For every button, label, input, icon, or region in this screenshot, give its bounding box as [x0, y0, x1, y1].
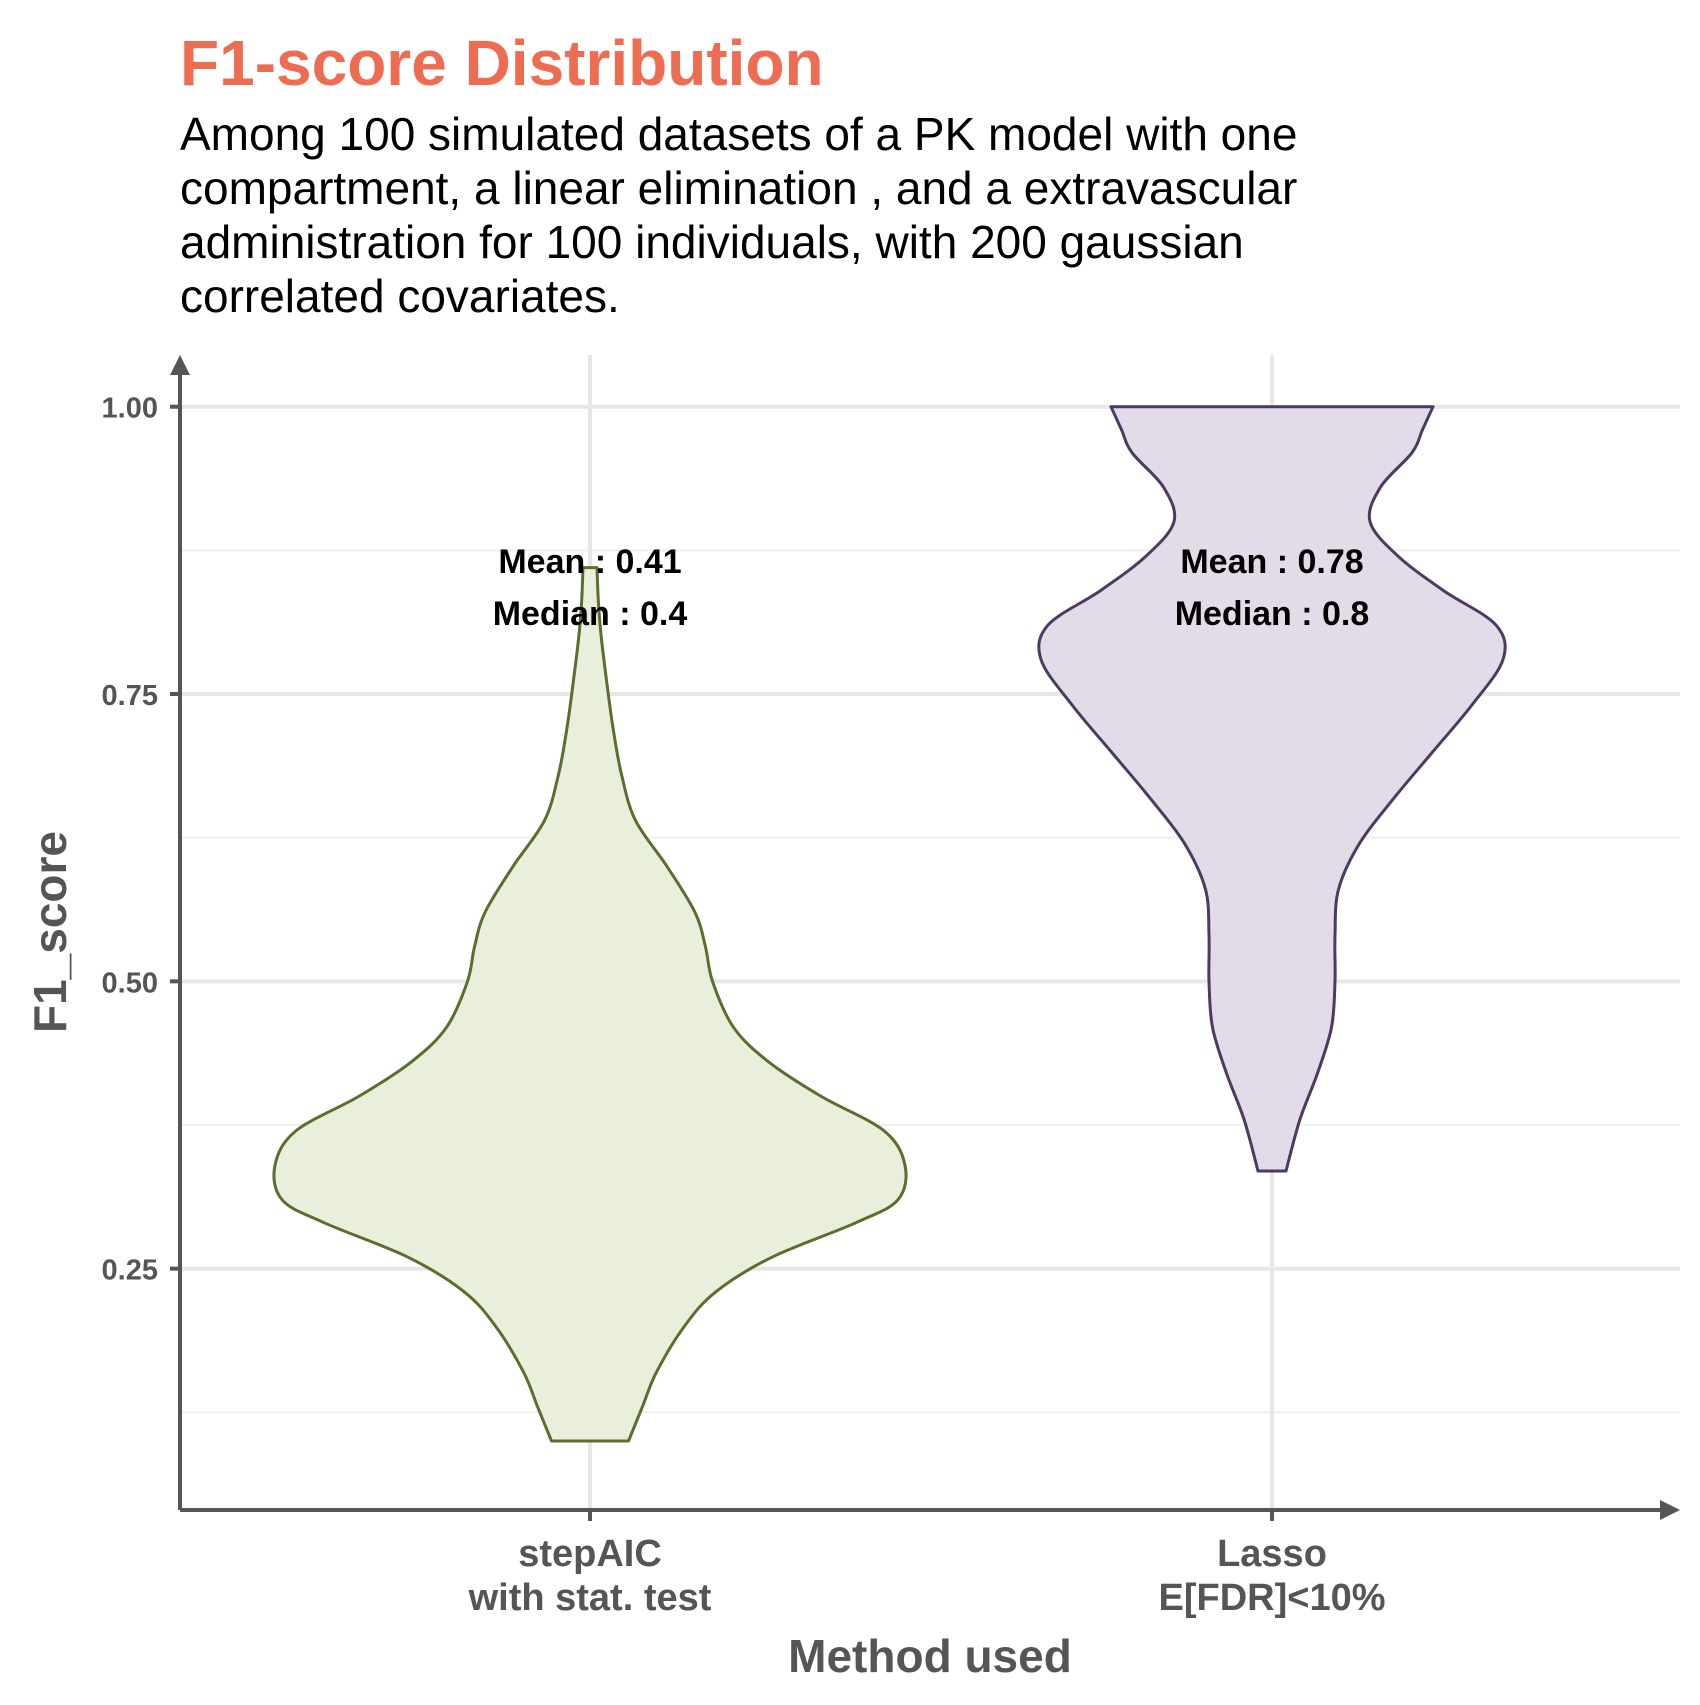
y-tick-label: 0.50 [102, 967, 158, 999]
x-axis-title: Method used [788, 1630, 1072, 1682]
x-tick-label: E[FDR]<10% [1159, 1577, 1386, 1619]
axis-layer [170, 355, 1680, 1521]
mean-annotation: Mean : 0.78 [1180, 543, 1363, 581]
y-tick-label: 0.75 [102, 680, 158, 712]
median-annotation: Median : 0.8 [1175, 595, 1370, 633]
violin-shape [272, 566, 908, 1443]
y-axis-title: F1_score [24, 831, 76, 1033]
y-tick-label: 1.00 [102, 393, 158, 425]
chart-subtitle-line: administration for 100 individuals, with… [180, 216, 1244, 268]
grid-layer [180, 355, 1680, 1510]
chart-title: F1-score Distribution [180, 27, 824, 99]
median-annotation: Median : 0.4 [493, 595, 688, 633]
y-tick-label: 0.25 [102, 1255, 158, 1287]
chart-subtitle-line: compartment, a linear elimination , and … [180, 162, 1297, 214]
x-tick-label: stepAIC [518, 1533, 662, 1575]
x-tick-label: Lasso [1217, 1533, 1327, 1575]
violin-layer [272, 405, 1507, 1443]
chart-subtitle-line: Among 100 simulated datasets of a PK mod… [180, 108, 1297, 160]
x-tick-label: with stat. test [468, 1577, 712, 1619]
mean-annotation: Mean : 0.41 [498, 543, 681, 581]
chart-subtitle-line: correlated covariates. [180, 270, 620, 322]
y-axis-arrow-icon [170, 355, 190, 375]
violin-shape [1037, 405, 1507, 1173]
label-layer: Mean : 0.41 Median : 0.4 Mean : 0.78 Median… [24, 27, 1386, 1682]
x-axis-arrow-icon [1660, 1500, 1680, 1520]
